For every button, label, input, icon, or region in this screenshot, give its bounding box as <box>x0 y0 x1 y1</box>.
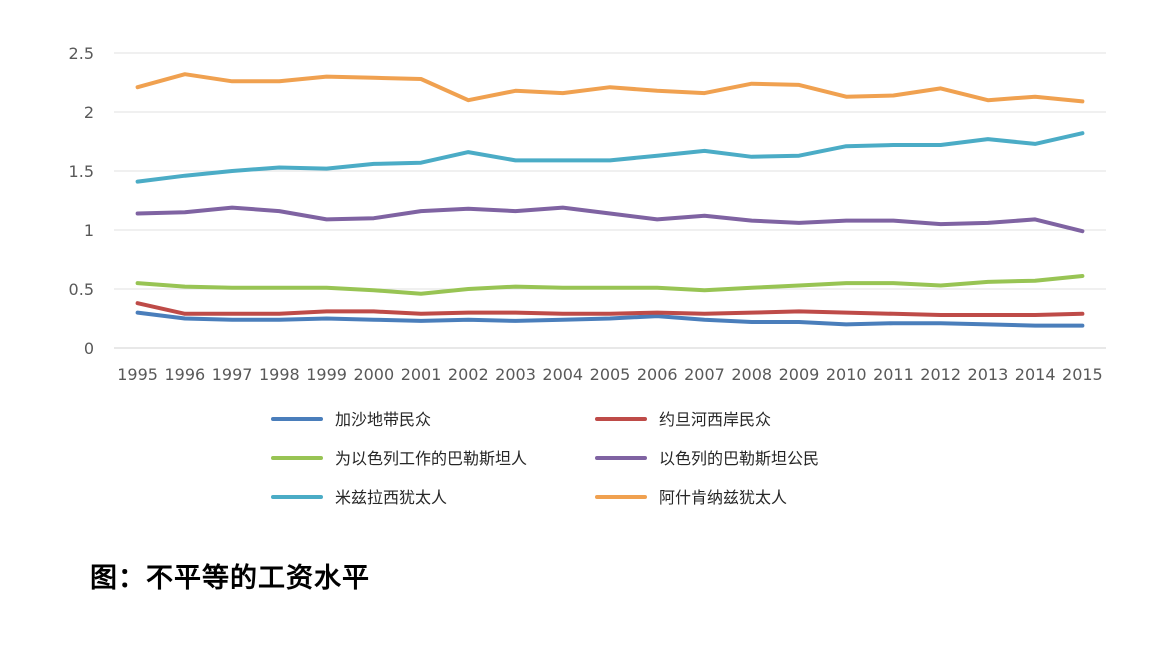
y-tick-label: 0 <box>84 339 94 358</box>
series-lines <box>135 72 1085 328</box>
x-tick-label: 2001 <box>401 365 442 384</box>
x-tick-label: 2011 <box>873 365 914 384</box>
x-tick-label: 2008 <box>731 365 772 384</box>
x-tick-label: 2006 <box>637 365 678 384</box>
legend-label: 米兹拉西犹太人 <box>335 488 447 507</box>
series-line-3 <box>135 205 1085 234</box>
x-tick-label: 2002 <box>448 365 489 384</box>
x-tick-label: 2010 <box>826 365 867 384</box>
x-tick-label: 1995 <box>117 365 158 384</box>
y-tick-label: 1 <box>84 221 94 240</box>
gridlines <box>114 52 1106 349</box>
x-tick-label: 2013 <box>968 365 1009 384</box>
figure-caption: 图：不平等的工资水平 <box>90 563 370 594</box>
y-tick-label: 0.5 <box>69 280 94 299</box>
legend-label: 约旦河西岸民众 <box>659 410 771 429</box>
x-tick-label: 2012 <box>920 365 961 384</box>
series-line-2 <box>135 274 1085 296</box>
legend-label: 为以色列工作的巴勒斯坦人 <box>335 449 527 468</box>
y-tick-label: 1.5 <box>69 162 94 181</box>
legend-label: 阿什肯纳兹犹太人 <box>659 488 787 507</box>
x-tick-label: 2004 <box>542 365 583 384</box>
x-tick-label: 2000 <box>353 365 394 384</box>
series-line-0 <box>135 310 1085 328</box>
x-tick-label: 1998 <box>259 365 300 384</box>
x-tick-label: 2014 <box>1015 365 1056 384</box>
x-tick-label: 1997 <box>212 365 253 384</box>
y-tick-label: 2 <box>84 103 94 122</box>
y-tick-label: 2.5 <box>69 44 94 63</box>
legend-label: 加沙地带民众 <box>335 410 431 429</box>
legend-label: 以色列的巴勒斯坦公民 <box>659 449 819 468</box>
x-tick-label: 2005 <box>590 365 631 384</box>
y-axis-ticks: 0 0.5 1 1.5 2 2.5 <box>69 44 94 358</box>
x-tick-label: 2009 <box>779 365 820 384</box>
series-line-5 <box>135 72 1085 104</box>
x-tick-label: 1999 <box>306 365 347 384</box>
x-tick-label: 2015 <box>1062 365 1103 384</box>
x-tick-label: 2007 <box>684 365 725 384</box>
x-axis-ticks: 1995 1996 1997 1998 1999 2000 2001 2002 2003 2004… <box>117 365 1102 384</box>
x-tick-label: 2003 <box>495 365 536 384</box>
series-line-1 <box>135 301 1085 317</box>
x-tick-label: 1996 <box>164 365 205 384</box>
series-line-4 <box>135 131 1085 184</box>
